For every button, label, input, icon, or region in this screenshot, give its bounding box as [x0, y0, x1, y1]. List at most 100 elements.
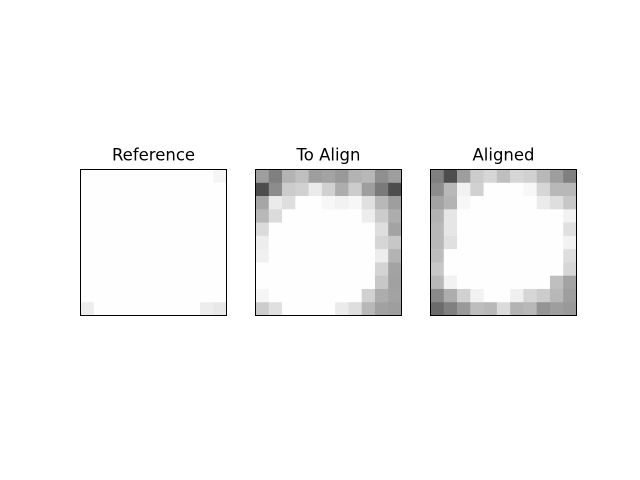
reference-cell-r0-c6	[160, 169, 174, 184]
aligned-cell-r5-c4	[483, 235, 498, 250]
reference-cell-r1-c6	[160, 182, 174, 197]
reference-frame	[80, 169, 227, 316]
aligned-cell-r3-c7	[523, 209, 537, 223]
to-align-cell-r2-c2	[282, 196, 296, 210]
reference-cell-r0-c0	[80, 169, 95, 184]
to-align-cell-r5-c2	[282, 235, 296, 250]
to-align-cell-r4-c3	[295, 222, 309, 237]
reference-cell-r3-c6	[160, 209, 174, 223]
reference-cell-r1-c5	[146, 182, 161, 197]
reference-cell-r2-c8	[186, 196, 201, 210]
to-align-cell-r6-c5	[321, 249, 336, 263]
aligned-cell-r8-c2	[457, 275, 471, 290]
to-align-cell-r0-c3	[295, 169, 309, 184]
to-align-cell-r2-c0	[255, 196, 270, 210]
to-align-cell-r4-c5	[321, 222, 336, 237]
aligned-cell-r5-c9	[549, 235, 564, 250]
to-align-cell-r2-c8	[361, 196, 376, 210]
aligned-cell-r3-c3	[470, 209, 484, 223]
to-align-cell-r1-c8	[361, 182, 376, 197]
reference-title: Reference	[112, 146, 195, 165]
to-align-cell-r10-c5	[321, 302, 336, 316]
aligned-cell-r5-c1	[443, 235, 458, 250]
to-align-cell-r6-c6	[335, 249, 349, 263]
reference-cell-r0-c9	[199, 169, 214, 184]
reference-cell-r5-c9	[199, 235, 214, 250]
to-align-cell-r10-c7	[348, 302, 362, 316]
to-align-cell-r9-c4	[308, 288, 323, 303]
reference-panel: Reference	[80, 146, 227, 316]
to-align-cell-r4-c1	[268, 222, 283, 237]
reference-cell-r8-c0	[80, 275, 95, 290]
reference-cell-r8-c2	[107, 275, 121, 290]
reference-cell-r10-c4	[133, 302, 148, 316]
to-align-cell-r9-c5	[321, 288, 336, 303]
to-align-cell-r3-c2	[282, 209, 296, 223]
aligned-cell-r8-c0	[430, 275, 445, 290]
aligned-cell-r10-c5	[496, 302, 511, 316]
reference-cell-r8-c3	[120, 275, 134, 290]
to-align-cell-r5-c6	[335, 235, 349, 250]
aligned-cell-r2-c5	[496, 196, 511, 210]
reference-cell-r10-c7	[173, 302, 187, 316]
to-align-cell-r1-c9	[374, 182, 389, 197]
reference-cell-r6-c4	[133, 249, 148, 263]
aligned-cell-r7-c4	[483, 262, 498, 276]
reference-cell-r9-c9	[199, 288, 214, 303]
aligned-cell-r1-c1	[443, 182, 458, 197]
reference-cell-r7-c1	[93, 262, 108, 276]
reference-cell-r6-c10	[213, 249, 227, 263]
reference-cell-r1-c1	[93, 182, 108, 197]
aligned-cell-r9-c9	[549, 288, 564, 303]
reference-cells	[80, 169, 227, 316]
aligned-cell-r6-c9	[549, 249, 564, 263]
aligned-cell-r1-c7	[523, 182, 537, 197]
aligned-cell-r3-c0	[430, 209, 445, 223]
reference-cell-r9-c6	[160, 288, 174, 303]
to-align-cell-r3-c1	[268, 209, 283, 223]
reference-cell-r6-c9	[199, 249, 214, 263]
aligned-cell-r9-c2	[457, 288, 471, 303]
reference-cell-r0-c8	[186, 169, 201, 184]
aligned-cell-r0-c2	[457, 169, 471, 184]
to-align-cell-r4-c10	[388, 222, 402, 237]
reference-cell-r8-c5	[146, 275, 161, 290]
reference-cell-r9-c0	[80, 288, 95, 303]
reference-cell-r1-c2	[107, 182, 121, 197]
aligned-cell-r7-c8	[536, 262, 551, 276]
reference-cell-r5-c4	[133, 235, 148, 250]
to-align-cell-r3-c10	[388, 209, 402, 223]
reference-cell-r5-c10	[213, 235, 227, 250]
reference-cell-r7-c2	[107, 262, 121, 276]
aligned-cell-r1-c5	[496, 182, 511, 197]
to-align-cell-r4-c6	[335, 222, 349, 237]
reference-cell-r5-c1	[93, 235, 108, 250]
to-align-cell-r5-c4	[308, 235, 323, 250]
to-align-cell-r5-c8	[361, 235, 376, 250]
aligned-cell-r1-c2	[457, 182, 471, 197]
to-align-cell-r6-c3	[295, 249, 309, 263]
aligned-cell-r9-c3	[470, 288, 484, 303]
to-align-cell-r6-c0	[255, 249, 270, 263]
reference-cell-r0-c7	[173, 169, 187, 184]
reference-cell-r7-c8	[186, 262, 201, 276]
aligned-cell-r8-c6	[510, 275, 524, 290]
reference-cell-r5-c6	[160, 235, 174, 250]
reference-cell-r3-c5	[146, 209, 161, 223]
to-align-cell-r7-c1	[268, 262, 283, 276]
reference-cell-r0-c10	[213, 169, 227, 184]
aligned-cell-r8-c3	[470, 275, 484, 290]
to-align-cell-r1-c6	[335, 182, 349, 197]
reference-cell-r7-c9	[199, 262, 214, 276]
reference-cell-r9-c3	[120, 288, 134, 303]
aligned-cell-r7-c2	[457, 262, 471, 276]
reference-cell-r0-c2	[107, 169, 121, 184]
aligned-cell-r1-c4	[483, 182, 498, 197]
reference-cell-r7-c4	[133, 262, 148, 276]
to-align-cell-r8-c0	[255, 275, 270, 290]
to-align-cell-r8-c1	[268, 275, 283, 290]
aligned-cell-r6-c5	[496, 249, 511, 263]
reference-cell-r6-c0	[80, 249, 95, 263]
aligned-cell-r4-c7	[523, 222, 537, 237]
aligned-cell-r7-c1	[443, 262, 458, 276]
